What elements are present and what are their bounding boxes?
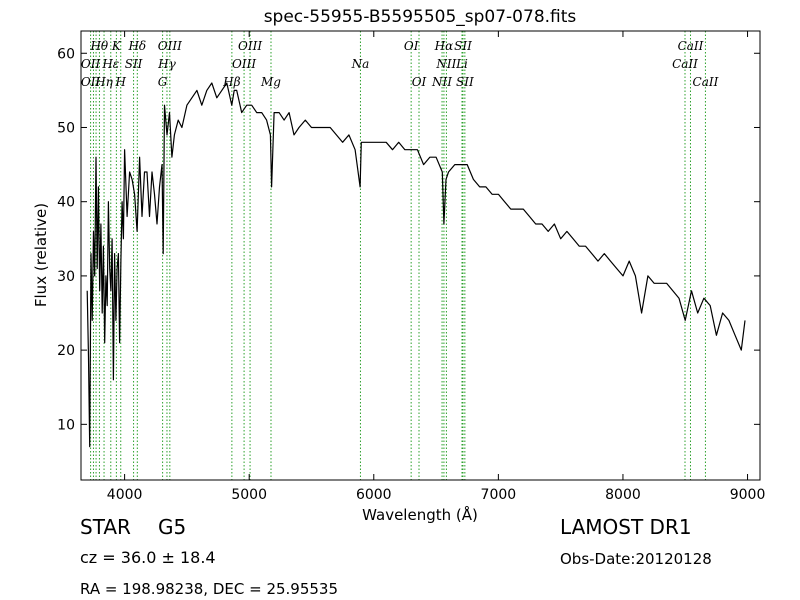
line-label: Hα [434, 39, 454, 53]
spectrum-line [86, 82, 746, 448]
line-label: OII [81, 57, 101, 71]
line-label: H [115, 75, 127, 89]
line-label: Hη [94, 75, 113, 89]
y-tick-label: 40 [57, 195, 75, 211]
object-class: STAR [80, 515, 131, 539]
y-tick-label: 50 [57, 120, 75, 136]
plot-frame [80, 30, 761, 481]
line-label: SII [125, 57, 143, 71]
object-subclass: G5 [158, 515, 187, 539]
line-label: Hβ [222, 75, 240, 89]
y-axis-label: Flux (relative) [32, 203, 50, 307]
x-tick-label: 7000 [481, 487, 517, 503]
line-label: NII [431, 75, 452, 89]
line-label: NII [435, 57, 456, 71]
ra-dec-coordinates: RA = 198.98238, DEC = 25.95535 [80, 580, 339, 598]
line-label: Mg [260, 75, 281, 89]
line-label: OIII [238, 39, 262, 53]
line-label: Hε [101, 57, 119, 71]
chart-title: spec-55955-B5595505_sp07-078.fits [264, 7, 577, 27]
line-label: K [111, 39, 122, 53]
series-layer [86, 82, 746, 448]
line-label: OIII [232, 57, 256, 71]
redshift-cz: cz = 36.0 ± 18.4 [80, 548, 216, 567]
line-label: CaII [693, 75, 719, 89]
x-tick-label: 5000 [231, 487, 267, 503]
obs-date: Obs-Date:20120128 [560, 550, 712, 568]
y-tick-label: 30 [57, 269, 75, 285]
line-label: OII [81, 75, 101, 89]
axis-ticks: 4000 5000 6000 7000 8000 9000 10 20 30 40 50 60 [57, 31, 765, 503]
line-label: Li [455, 57, 468, 71]
y-tick-label: 10 [57, 417, 75, 433]
line-label: OIII [158, 39, 182, 53]
emission-line-markers [90, 31, 706, 480]
y-tick-label: 20 [57, 343, 75, 359]
line-label: Hγ [157, 57, 176, 71]
survey-name: LAMOST DR1 [560, 515, 692, 539]
x-tick-label: 4000 [107, 487, 143, 503]
line-label: Na [351, 57, 370, 71]
line-label: Hδ [127, 39, 146, 53]
line-label: G [158, 75, 168, 89]
line-label: SII [456, 75, 474, 89]
x-tick-label: 9000 [730, 487, 766, 503]
line-label: SII [454, 39, 472, 53]
line-label: Hθ [89, 39, 108, 53]
line-label: CaII [672, 57, 698, 71]
line-label: OI [412, 75, 427, 89]
x-axis-label: Wavelength (Å) [362, 505, 478, 524]
x-tick-label: 6000 [356, 487, 392, 503]
line-label: OI [404, 39, 419, 53]
y-tick-label: 60 [57, 46, 75, 62]
line-label: CaII [678, 39, 704, 53]
x-tick-label: 8000 [605, 487, 641, 503]
